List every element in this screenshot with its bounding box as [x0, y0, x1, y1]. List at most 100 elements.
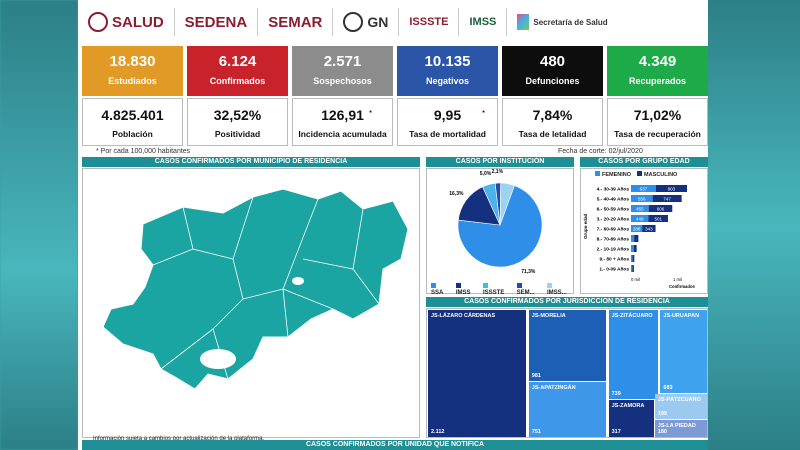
treemap-cell-4[interactable]: JS-APATZINGÁN 751 — [528, 381, 607, 437]
age-bar-8-0[interactable] — [631, 265, 633, 272]
treemap-value: 683 — [663, 385, 673, 392]
lake — [292, 277, 304, 285]
pie-slice-4[interactable] — [499, 182, 515, 226]
institucion-chart-box: 71,3% 16,3% 5,0% 2,1% SSA IMSS ISSSTE SEM..… — [426, 168, 574, 296]
card-negativos: 10.135 Negativos — [397, 46, 498, 96]
age-bar-8-1[interactable] — [632, 265, 634, 272]
age-x-label: Confirmados — [669, 284, 695, 289]
seal-icon — [88, 12, 108, 32]
logo-imss-text: IMSS — [469, 16, 497, 28]
pie-label-0: 71,3% — [521, 269, 536, 275]
legend-swatch — [637, 171, 643, 176]
age-bar-0-1[interactable] — [655, 185, 687, 192]
age-bar-6-0[interactable] — [631, 245, 634, 252]
divider — [257, 8, 259, 36]
card-recuperados: 4.349 Recuperados — [607, 46, 708, 96]
eagle-seal-icon — [343, 12, 364, 32]
legend-label: MASCULINO — [644, 172, 678, 178]
pie-slice-0[interactable] — [457, 185, 543, 268]
age-bar-3-1[interactable] — [648, 215, 668, 222]
age-bar-1-0[interactable] — [631, 195, 653, 202]
age-bar-7-1[interactable] — [632, 255, 635, 262]
treemap-cell-1[interactable]: JS-MORELIA 981 — [528, 310, 607, 381]
age-bar-1-1[interactable] — [652, 195, 682, 202]
card-value: 2.571 — [323, 53, 362, 70]
municipio-map[interactable] — [83, 169, 419, 437]
treemap-label: JS-APATZINGÁN — [531, 384, 576, 391]
card-value: 10.135 — [424, 53, 471, 70]
legend-masculino: MASCULINO — [637, 171, 677, 178]
treemap-value: 981 — [531, 372, 541, 379]
age-bar-5-1[interactable] — [634, 235, 639, 242]
logo-gn-text: GN — [367, 14, 389, 30]
treemap-label: JS-ZAMORA — [611, 402, 645, 409]
age-bar-4-1[interactable] — [642, 225, 656, 232]
treemap-label: JS-URUAPAN — [663, 313, 700, 319]
section-header-jurisdiccion: CASOS CONFIRMADOS POR JURISDICCIÓN DE RE… — [426, 297, 708, 307]
pie-label-3: 2,1% — [492, 169, 504, 175]
logo-sedena-text: SEDENA — [184, 13, 248, 31]
legend-sem: SEM... — [516, 283, 541, 296]
card-value: 6.124 — [218, 53, 257, 70]
age-x-tick-1: 1 mil — [673, 277, 682, 282]
stat-recuperacion: 71,02% Tasa de recuperación — [607, 98, 708, 146]
legend-label: SEM... — [516, 290, 535, 296]
treemap-cell-0[interactable]: JS-LÁZARO CÁRDENAS 2.112 — [428, 310, 527, 437]
treemap-cell-2[interactable]: JS-ZITÁCUARO 739 — [608, 310, 658, 399]
pie-label-2: 5,0% — [480, 171, 492, 177]
stat-label: Tasa de letalidad — [518, 129, 587, 139]
legend-swatch — [516, 283, 522, 288]
card-defunciones: 480 Defunciones — [502, 46, 603, 96]
age-bar-4-0[interactable] — [631, 225, 643, 232]
age-label-6: 2.- 10-19 Años — [597, 247, 630, 253]
age-x-tick-0: 0 mil — [631, 277, 640, 282]
legend-swatch — [595, 171, 600, 176]
logo-issste-text: ISSSTE — [409, 16, 449, 28]
stat-label: Positividad — [214, 129, 261, 139]
stat-mortalidad: 9,95 * Tasa de mortalidad — [397, 98, 498, 146]
treemap-value: 180 — [657, 428, 667, 435]
background-right — [708, 0, 800, 450]
kpi-cards: 18.830 Estudiados 6.124 Confirmados 2.571 S… — [82, 46, 708, 96]
age-bar-2-0[interactable] — [631, 205, 649, 212]
treemap-value: 199 — [657, 411, 667, 418]
treemap-cell-7[interactable]: JS-LA PIEDAD 180 — [654, 420, 707, 437]
pie-label-1: 16,3% — [449, 191, 464, 197]
age-bar-7-0[interactable] — [631, 255, 633, 262]
age-bar-0-0[interactable] — [631, 185, 656, 192]
age-bar-2-1[interactable] — [648, 205, 673, 212]
stat-value: 126,91 — [321, 107, 364, 123]
age-bar-6-1[interactable] — [633, 245, 637, 252]
legend-label: ISSSTE — [482, 290, 505, 296]
age-label-1: 5.- 40-49 Años — [597, 197, 630, 203]
treemap-value: 751 — [531, 428, 541, 435]
stat-label: Población — [112, 129, 153, 139]
logo-secretaria-salud: Secretaría de Salud — [507, 14, 617, 30]
legend-label: FEMENINO — [602, 172, 632, 178]
logo-imss: IMSS — [459, 16, 506, 28]
age-label-5: 8.- 70-89 Años — [597, 237, 630, 243]
treemap-value: 2.112 — [431, 429, 445, 435]
treemap-cell-5[interactable]: JS-ZAMORA 317 — [608, 399, 654, 437]
logo-sedena: SEDENA — [175, 14, 258, 31]
age-bar-5-0[interactable] — [631, 235, 635, 242]
stat-label: Incidencia acumulada — [298, 129, 387, 139]
legend-swatch — [455, 283, 461, 288]
card-confirmados: 6.124 Confirmados — [187, 46, 288, 96]
asterisk: * — [482, 109, 486, 118]
stat-value: 4.825.401 — [101, 107, 164, 123]
stat-positividad: 32,52% Positividad — [187, 98, 288, 146]
treemap-value: 739 — [611, 390, 621, 397]
legend-label: SSA — [431, 290, 444, 296]
age-value-1-1: 747 — [663, 196, 671, 201]
section-header-institucion: CASOS POR INSTITUCIÓN — [426, 157, 574, 167]
treemap-cell-3[interactable]: JS-URUAPAN 683 — [660, 310, 707, 394]
age-bar-3-0[interactable] — [631, 215, 649, 222]
treemap-label: JS-PÁTZCUARO — [657, 397, 701, 404]
footnote: * Por cada 100,000 habitantes — [96, 148, 191, 155]
legend-label: IMSS — [455, 290, 471, 296]
age-value-4-0: 288 — [633, 226, 641, 231]
asterisk: * — [369, 109, 373, 118]
treemap-cell-6[interactable]: JS-PÁTZCUARO 199 — [654, 394, 707, 420]
stat-value: 9,95 — [433, 107, 462, 123]
